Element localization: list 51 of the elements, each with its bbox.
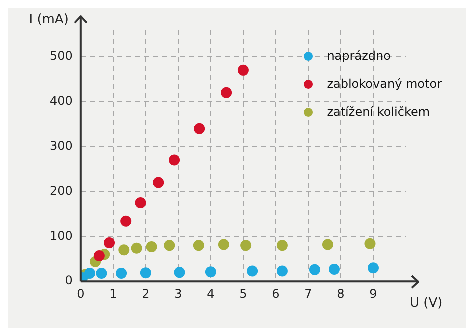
x-tick-label: 4 — [207, 286, 215, 301]
point — [247, 266, 258, 277]
point — [276, 266, 288, 277]
y-tick-label: 500 — [50, 49, 73, 64]
point — [218, 239, 230, 250]
legend-label: zablokovaný motor — [327, 76, 442, 93]
y-tick-label: 300 — [50, 138, 73, 153]
y-tick-label: 400 — [50, 94, 73, 108]
point — [193, 240, 204, 252]
point — [240, 240, 252, 252]
point — [174, 267, 186, 278]
point — [364, 238, 376, 250]
point — [131, 242, 142, 254]
point — [164, 240, 176, 252]
x-tick-label: 0 — [77, 286, 85, 301]
point — [116, 268, 128, 280]
point — [221, 87, 232, 98]
point — [120, 216, 132, 227]
point — [328, 264, 340, 275]
point — [104, 237, 116, 248]
point — [322, 239, 334, 250]
point — [169, 154, 180, 166]
x-tick-label: 1 — [110, 286, 118, 301]
y-tick-label: 0 — [65, 274, 73, 288]
x-tick-label: 6 — [272, 286, 280, 301]
x-tick-label: 5 — [240, 286, 248, 301]
point — [238, 64, 249, 76]
point — [368, 262, 379, 274]
x-tick-label: 7 — [304, 286, 312, 301]
point — [84, 268, 96, 280]
x-tick-label: 2 — [142, 286, 150, 301]
point — [135, 197, 146, 208]
point — [205, 266, 216, 278]
x-tick-label: 9 — [370, 286, 378, 301]
point — [118, 244, 130, 256]
x-tick-label: 3 — [174, 286, 182, 301]
y-axis-title: I (mA) — [29, 12, 69, 28]
x-tick-label: 8 — [337, 286, 345, 301]
x-axis-title: U (V) — [410, 296, 443, 311]
point — [146, 242, 158, 253]
y-tick-label: 100 — [50, 228, 73, 243]
legend-label: zatížení količkem — [327, 104, 430, 121]
point — [153, 177, 164, 188]
legend-label: naprázdno — [327, 48, 391, 65]
point — [309, 264, 320, 276]
point — [140, 268, 152, 279]
y-tick-label: 200 — [50, 184, 73, 198]
point — [94, 250, 105, 262]
point — [194, 123, 206, 134]
point — [96, 268, 108, 280]
point — [276, 240, 288, 252]
